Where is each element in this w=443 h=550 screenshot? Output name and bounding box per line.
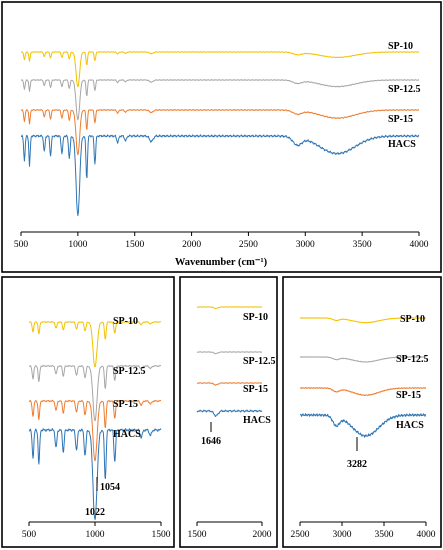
label-hacs: HACS (396, 420, 424, 431)
label-sp10: SP-10 (113, 316, 138, 327)
x-tick-label: 3500 (375, 530, 394, 540)
x-tick-label: 500 (22, 530, 37, 540)
series-sp-125-line (21, 79, 419, 121)
series-sp-125-line (300, 356, 426, 363)
label-sp15: SP-15 (113, 399, 138, 410)
panel-bottom-right: 2500 3000 3500 4000 SP-10 SP-12.5 SP-15 HAC… (282, 276, 442, 548)
panel-br-frame (282, 276, 442, 548)
x-tick-label: 2500 (291, 530, 310, 540)
x-tick-label: 4000 (410, 240, 429, 250)
series-hacs-line (196, 409, 263, 417)
x-tick-label: 3000 (333, 530, 352, 540)
x-tick-label: 1000 (68, 240, 87, 250)
series-hacs-line (299, 413, 427, 438)
label-sp15: SP-15 (396, 390, 421, 401)
annotation-1646: 1646 (201, 436, 221, 447)
series-sp-10-line (21, 51, 420, 88)
x-tick-label: 1500 (125, 240, 144, 250)
series-sp-125-line (28, 364, 162, 422)
x-tick-label: 4000 (417, 530, 436, 540)
annotation-1054: 1054 (100, 482, 120, 493)
x-tick-label: 2000 (182, 240, 201, 250)
x-tick-label: 2000 (253, 530, 272, 540)
panel-bl-frame (1, 276, 175, 548)
series-sp-10-line (300, 317, 426, 324)
x-axis-title: Wavenumber (cm⁻¹) (175, 257, 268, 268)
panel-bottom-left: 500 1000 1500 SP-10 SP-12.5 SP-15 HACS 105… (1, 276, 175, 548)
annotation-3282: 3282 (347, 459, 367, 470)
label-sp125: SP-12.5 (243, 356, 276, 367)
series-hacs-line (28, 428, 162, 520)
series-sp-15-line (21, 109, 420, 156)
series-sp-10-line (28, 321, 162, 368)
series-sp-15-line (299, 387, 426, 397)
x-tick-label: 2500 (239, 240, 258, 250)
label-sp15: SP-15 (388, 114, 413, 125)
x-tick-label: 1500 (152, 530, 171, 540)
series-sp-10-line (196, 306, 263, 310)
series-sp-15-line (28, 399, 162, 462)
label-hacs: HACS (113, 429, 141, 440)
label-sp15: SP-15 (243, 384, 268, 395)
label-hacs: HACS (388, 139, 416, 150)
label-sp10: SP-10 (243, 312, 268, 323)
panel-bm-frame (179, 276, 278, 548)
x-tick-label: 3500 (353, 240, 372, 250)
x-tick-label: 1500 (188, 530, 207, 540)
label-sp125: SP-12.5 (388, 84, 421, 95)
series-hacs-line (21, 134, 420, 216)
label-sp10: SP-10 (388, 41, 413, 52)
x-tick-label: 1000 (86, 530, 105, 540)
annotation-1022: 1022 (85, 507, 105, 518)
label-sp10: SP-10 (400, 314, 425, 325)
x-tick-label: 500 (14, 240, 29, 250)
panel-top: 500 1000 1500 2000 2500 3000 3500 4000 SP-10 SP… (1, 1, 442, 273)
label-sp125: SP-12.5 (113, 366, 146, 377)
series-sp-15-line (196, 382, 263, 386)
label-hacs: HACS (243, 415, 271, 426)
series-sp-125-line (196, 351, 263, 355)
label-sp125: SP-12.5 (396, 354, 429, 365)
x-tick-label: 3000 (296, 240, 315, 250)
panel-top-frame (1, 1, 442, 273)
panel-bottom-mid: 1500 2000 SP-10 SP-12.5 SP-15 HACS 1646 (179, 276, 278, 548)
